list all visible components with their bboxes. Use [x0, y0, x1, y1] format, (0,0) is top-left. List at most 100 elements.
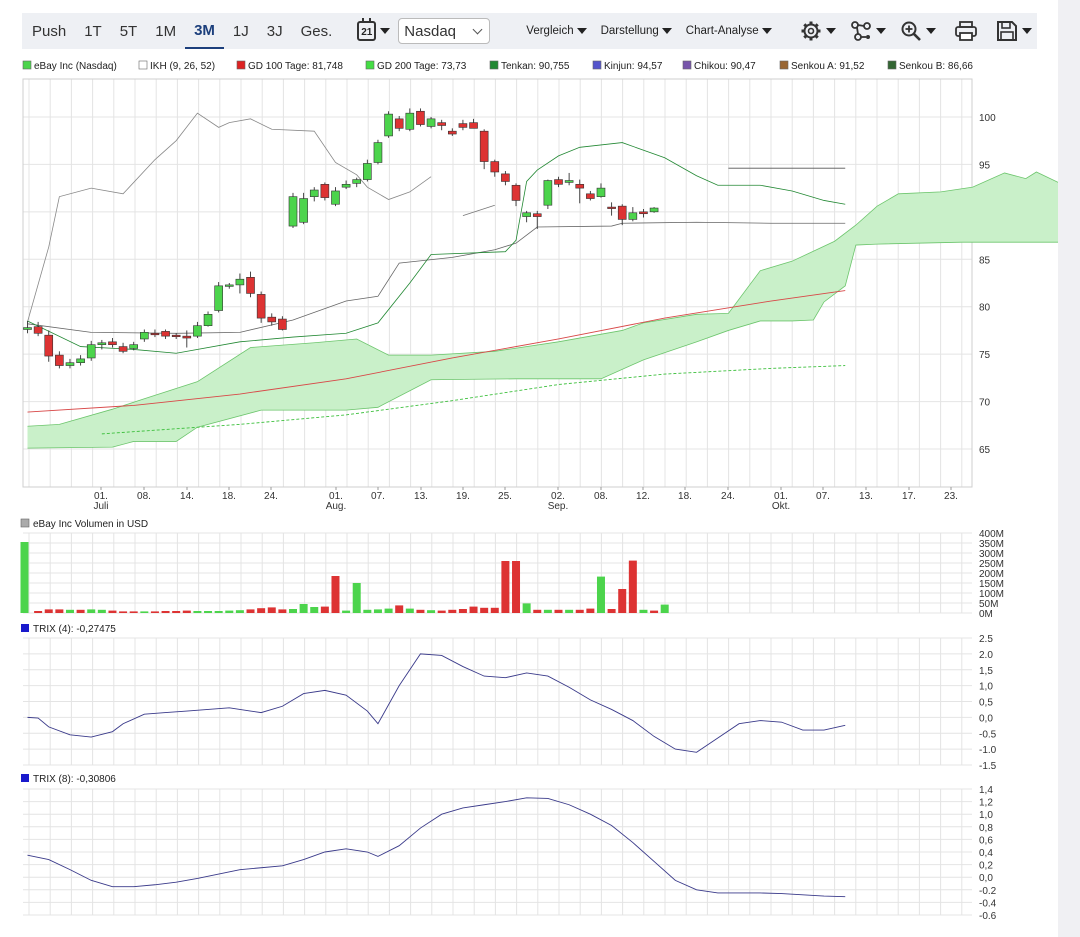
x-tick-label: 13. [414, 491, 428, 502]
volume-bar [373, 609, 382, 613]
range-button-push[interactable]: Push [32, 22, 67, 40]
candle [352, 179, 362, 184]
range-button-1j[interactable]: 1J [232, 22, 249, 40]
candle [469, 122, 478, 129]
legend-label: eBay Inc (Nasdaq) [34, 61, 117, 72]
chevron-down-icon [380, 28, 391, 34]
x-tick-label: 07. [816, 491, 830, 502]
legend-label: Senkou B: 86,66 [899, 61, 973, 72]
y-tick-label: 70 [979, 398, 991, 409]
menu-darstellung[interactable]: Darstellung [601, 25, 672, 37]
menu-label: Vergleich [526, 25, 574, 37]
candle [76, 358, 85, 364]
caret-down-icon [875, 28, 886, 34]
candle [55, 354, 64, 366]
volume-chart[interactable]: eBay Inc Volumen in USD 0M50M100M150M200M… [20, 518, 1005, 620]
menu-vergleich[interactable]: Vergleich [526, 25, 587, 37]
senkou-b-line [27, 241, 1058, 449]
range-button-1m[interactable]: 1M [155, 22, 177, 40]
y-tick-label: -1.0 [979, 745, 997, 756]
y-tick-label: 300M [979, 549, 1004, 560]
range-button-5t[interactable]: 5T [119, 22, 138, 40]
y-tick-label: 95 [979, 160, 991, 171]
trix8-chart[interactable]: TRIX (8): -0,30806 1,4 1,21,0 0,80,6 0,4 0,20… [21, 774, 997, 922]
y-tick-label: 400M [979, 529, 1004, 540]
caret-down-icon [1021, 28, 1032, 34]
legend-label: GD 200 Tage: 73,73 [377, 61, 467, 72]
x-tick-label: 18. [678, 491, 692, 502]
range-button-ges[interactable]: Ges. [300, 22, 333, 40]
legend-label: Senkou A: 91,52 [791, 61, 865, 72]
candle [44, 334, 54, 357]
settings-button[interactable] [800, 20, 836, 42]
candle [511, 184, 521, 201]
exchange-select[interactable]: Nasdaq [398, 18, 491, 44]
y-tick-label: 85 [979, 255, 991, 266]
volume-bar [448, 609, 457, 613]
volume-bar [119, 611, 128, 613]
trix-title: TRIX (8): -0,30806 [33, 774, 116, 785]
trix-title: TRIX (4): -0,27475 [33, 624, 116, 635]
legend-swatch [365, 60, 375, 70]
chart-toolbar: Push 1T 5T 1M 3M 1J 3J Ges. 21 Nasdaq Vergleich… [22, 13, 1037, 49]
candle [522, 212, 531, 217]
exchange-value: Nasdaq [404, 22, 456, 40]
candle [309, 189, 319, 197]
candle [554, 179, 563, 185]
gear-icon [801, 21, 821, 41]
candle [501, 173, 510, 182]
caret-down-icon [925, 28, 936, 34]
range-button-3j[interactable]: 3J [266, 22, 283, 40]
y-tick-label: 75 [979, 350, 991, 361]
volume-bar [352, 583, 361, 613]
x-tick-label: 24. [264, 491, 278, 502]
volume-bar [458, 609, 467, 613]
save-icon [996, 21, 1017, 41]
volume-bar [214, 611, 223, 613]
candle [575, 184, 585, 189]
save-button[interactable] [996, 20, 1032, 42]
x-tick-label: 07. [371, 491, 385, 502]
legend-label: Chikou: 90,47 [694, 61, 756, 72]
print-button[interactable] [954, 20, 978, 42]
volume-bar [278, 609, 287, 613]
x-tick-label: 08. [594, 491, 608, 502]
zoom-button[interactable] [900, 20, 936, 42]
volume-bar [97, 609, 106, 613]
candle [182, 335, 192, 339]
volume-bar [533, 609, 542, 613]
volume-bar [639, 609, 648, 613]
volume-bar [172, 611, 181, 613]
scrollbar-track[interactable] [1058, 0, 1080, 937]
volume-bar [427, 610, 436, 613]
y-tick-label: 250M [979, 559, 1004, 570]
indicator-button[interactable] [850, 20, 886, 42]
menu-chart-analyse[interactable]: Chart-Analyse [686, 25, 772, 37]
legend-label: GD 100 Tage: 81,748 [248, 61, 343, 72]
volume-bar [44, 609, 53, 613]
gd200-line [101, 365, 846, 435]
candle [331, 190, 340, 205]
legend-swatch [887, 60, 897, 70]
legend-swatch [21, 774, 29, 782]
trix4-chart[interactable]: TRIX (4): -0,27475 2.5 2.0 1,5 1,0 0,5 0,0 -0.5… [21, 624, 997, 772]
volume-bar [522, 603, 531, 613]
y-tick-label: 0,6 [979, 835, 993, 846]
range-button-3m[interactable]: 3M [185, 13, 224, 49]
candle [394, 118, 404, 129]
candle [458, 123, 468, 128]
volume-bar [480, 607, 489, 613]
range-button-1t[interactable]: 1T [84, 22, 102, 40]
ichimoku-cloud [27, 171, 1058, 449]
legend-swatch [592, 60, 602, 70]
menu-label: Chart-Analyse [685, 25, 759, 37]
menu-label: Darstellung [600, 25, 659, 37]
x-tick-label: 01. [774, 491, 788, 502]
candle [416, 110, 425, 125]
trix-line [27, 797, 846, 898]
price-chart[interactable]: 6570758085909510001.08.14.18.24.01.07.13… [22, 78, 1058, 512]
y-tick-label: 2.5 [979, 634, 993, 645]
volume-bar [586, 608, 595, 613]
calendar-picker[interactable]: 21 [357, 18, 391, 41]
candle [341, 184, 351, 188]
